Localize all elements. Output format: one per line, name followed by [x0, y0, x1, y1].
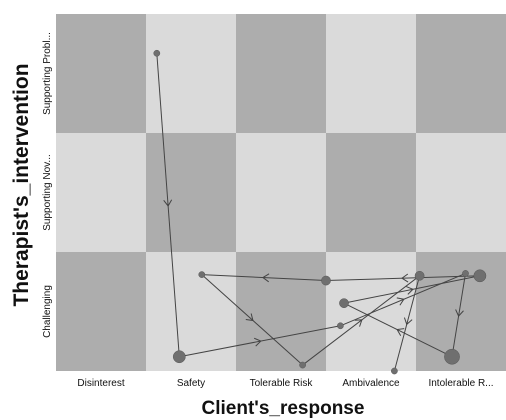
direction-arrow: [396, 297, 405, 306]
grid-cell-1-0: [146, 252, 236, 371]
trajectory-segment: [302, 275, 420, 366]
direction-arrow: [401, 273, 409, 283]
data-point: [339, 298, 349, 309]
grid-cell-1-1: [146, 133, 236, 252]
x-tick-label: Disinterest: [77, 378, 124, 389]
data-point: [462, 270, 469, 277]
grid-cell-3-2: [326, 14, 416, 133]
data-point: [198, 271, 206, 278]
grid-cell-4-0: [416, 252, 506, 371]
trajectory-segment: [451, 273, 466, 357]
data-point: [444, 348, 460, 365]
x-tick-label: Ambivalence: [342, 378, 400, 389]
grid-cell-0-0: [56, 252, 146, 371]
trajectory-segment: [393, 275, 421, 372]
direction-arrow: [406, 286, 414, 295]
direction-arrow: [396, 328, 405, 336]
trajectory-segment: [340, 272, 466, 327]
trajectory-segment: [343, 275, 480, 304]
y-axis-title: Therapist's_intervention: [10, 63, 33, 306]
grid-cell-0-2: [56, 14, 146, 133]
trajectory-segment: [343, 302, 453, 358]
grid-cell-4-1: [416, 133, 506, 252]
direction-arrow: [253, 337, 262, 347]
trajectory-segment: [179, 325, 341, 358]
trajectory-arrows: [163, 199, 464, 347]
direction-arrow: [354, 319, 363, 327]
trajectory-segment: [156, 53, 180, 357]
direction-arrow: [262, 273, 270, 283]
direction-arrow: [245, 313, 254, 322]
trajectory-segment: [325, 275, 480, 282]
grid-cell-3-1: [326, 133, 416, 252]
x-axis-title: Client's_response: [202, 398, 365, 419]
y-tick-label: Challenging: [42, 285, 53, 338]
data-point: [337, 322, 344, 330]
grid-cell-2-1: [236, 133, 326, 252]
data-point: [153, 49, 161, 57]
x-tick-label: Safety: [177, 378, 205, 389]
y-tick-label: Supporting Nov...: [42, 154, 53, 231]
grid-cell-4-2: [416, 14, 506, 133]
data-point: [473, 269, 487, 283]
data-point: [172, 350, 186, 364]
data-point: [321, 275, 331, 286]
data-points: [153, 49, 487, 375]
grid-cell-2-0: [236, 252, 326, 371]
trajectory-lines: [156, 53, 480, 372]
y-tick-label: Supporting Probl...: [42, 32, 53, 115]
plot-grid: [56, 14, 506, 371]
trajectory-segment: [201, 274, 303, 366]
direction-arrow: [163, 199, 173, 207]
x-tick-label: Tolerable Risk: [250, 378, 314, 389]
data-point: [414, 270, 425, 281]
grid-cell-2-2: [236, 14, 326, 133]
trajectory-segment: [201, 274, 327, 282]
x-tick-labels: Disinterest Safety Tolerable Risk Ambivalen…: [77, 378, 493, 389]
data-point: [391, 367, 398, 375]
y-tick-labels: Challenging Supporting Nov... Supporting P…: [42, 32, 53, 338]
grid-cell-1-2: [146, 14, 236, 133]
direction-arrow: [403, 317, 413, 326]
grid-cell-0-1: [56, 133, 146, 252]
grid-cell-3-0: [326, 252, 416, 371]
data-point: [299, 361, 306, 369]
x-tick-label: Intolerable R...: [428, 378, 493, 389]
direction-arrow: [455, 309, 464, 317]
